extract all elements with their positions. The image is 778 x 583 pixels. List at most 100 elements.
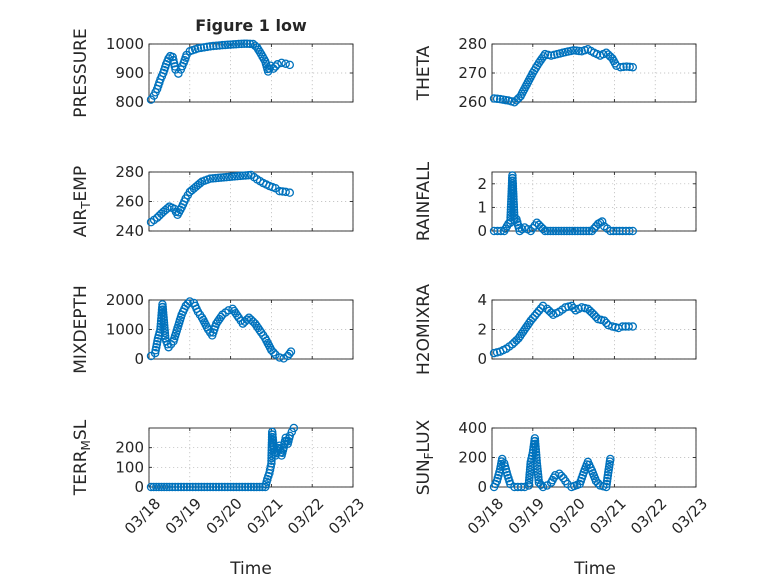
data-point (532, 456, 541, 465)
data-point (185, 297, 195, 306)
data-point (224, 172, 234, 182)
data-point (601, 482, 611, 492)
data-point (252, 482, 261, 492)
y-tick-label: 280 (115, 163, 144, 181)
axes-frame (148, 171, 354, 232)
data-point (160, 328, 170, 338)
data-point (154, 482, 164, 492)
data-point (160, 331, 170, 340)
data-point (628, 62, 638, 72)
data-point (159, 321, 169, 330)
y-axis-label-8: SUNFLUX (414, 419, 436, 495)
data-point (289, 423, 299, 433)
y-tick-label: 260 (458, 93, 487, 111)
data-point (562, 226, 572, 236)
data-point (597, 217, 607, 226)
data-point (538, 482, 548, 492)
data-point (532, 309, 542, 318)
data-point (237, 39, 246, 49)
data-point (508, 176, 517, 186)
data-point (159, 318, 169, 327)
y-tick-label: 0 (134, 350, 144, 368)
x-tick-label: 03/23 (325, 495, 368, 538)
data-point (249, 482, 259, 492)
subplot-5: 0 1000 2000 MIXDEPTH (71, 285, 354, 374)
data-point (532, 461, 542, 471)
data-point (268, 430, 277, 439)
data-point (524, 476, 534, 485)
data-point (616, 62, 625, 72)
y-tick-label: 4 (477, 291, 487, 309)
data-point (216, 312, 226, 322)
data-point (223, 482, 232, 492)
data-point (530, 434, 540, 443)
data-point (281, 59, 290, 68)
data-point (615, 226, 624, 236)
data-point (540, 226, 550, 236)
data-point (525, 470, 534, 480)
data-point (241, 171, 250, 180)
data-point (158, 300, 167, 309)
data-point (525, 468, 535, 477)
y-tick-label: 2 (477, 175, 487, 193)
data-point (509, 202, 519, 212)
data-point (609, 226, 618, 236)
data-point (533, 464, 542, 474)
data-point (183, 299, 193, 308)
data-point (619, 62, 628, 72)
y-tick-label: 0 (134, 478, 144, 496)
subplot-4: 0 1 2 RAINFALL (414, 161, 697, 241)
data-point (173, 482, 183, 492)
data-point (508, 171, 517, 180)
data-point (508, 187, 518, 196)
data-point (231, 39, 241, 49)
data-point (533, 467, 543, 476)
data-point (226, 40, 235, 49)
data-point (579, 226, 588, 236)
data-point (246, 482, 256, 492)
data-point (268, 433, 277, 442)
subplot-2: 260 270 280 THETA (414, 35, 697, 111)
y-axis-label-5: MIXDEPTH (71, 285, 91, 374)
data-point (168, 482, 177, 492)
data-point (602, 476, 612, 486)
data-point (508, 173, 517, 183)
data-point (196, 43, 206, 53)
data-point (193, 44, 203, 53)
data-point (628, 322, 638, 331)
data-point (281, 187, 290, 197)
data-point (275, 186, 284, 196)
data-point (532, 459, 542, 468)
data-point (543, 226, 553, 236)
data-point (159, 482, 169, 492)
data-point (146, 482, 156, 492)
x-tick-label: 03/23 (668, 495, 711, 538)
y-tick-label: 1 (477, 198, 487, 216)
data-point (565, 226, 574, 236)
data-point (612, 226, 621, 236)
data-point (546, 308, 556, 318)
data-point (576, 226, 585, 236)
data-point (233, 171, 242, 181)
data-point (199, 43, 209, 52)
y-tick-label: 1000 (106, 35, 144, 53)
data-point (223, 40, 233, 50)
data-point (267, 456, 276, 466)
data-point (279, 354, 288, 363)
y-axis-label-3: AIRTEMP (71, 166, 93, 237)
data-point (496, 226, 506, 236)
data-point (606, 226, 615, 236)
y-tick-label: 0 (477, 350, 487, 368)
data-point (554, 226, 563, 236)
data-point (618, 322, 627, 331)
data-point (531, 450, 541, 460)
y-axis-label-6: H2OMIXRA (414, 284, 434, 375)
data-point (158, 305, 168, 314)
data-point (226, 482, 235, 492)
data-point (534, 472, 543, 482)
data-point (275, 353, 284, 362)
data-point (601, 318, 611, 328)
data-point (209, 41, 218, 51)
